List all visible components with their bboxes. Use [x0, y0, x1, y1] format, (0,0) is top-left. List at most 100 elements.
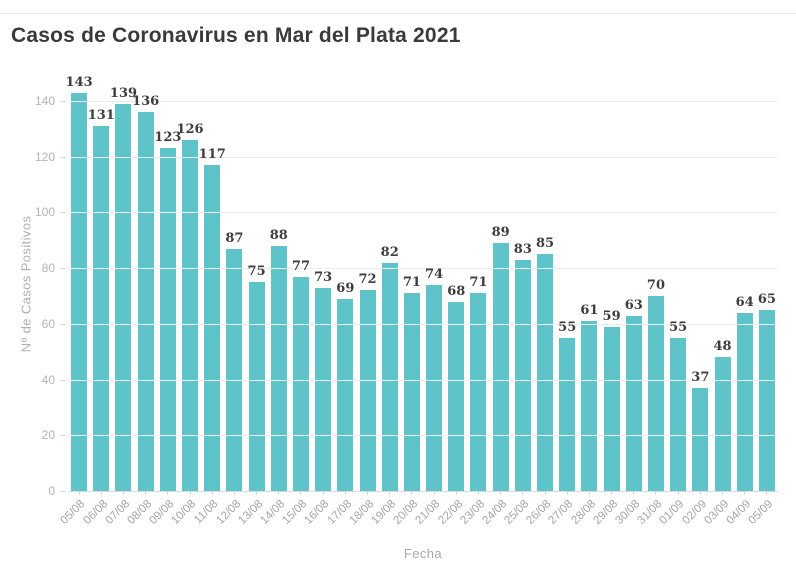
y-tick-label: 40: [41, 372, 55, 387]
bar-03/09: [714, 357, 731, 491]
bar-17/08: [337, 298, 354, 491]
gridline-140: [68, 101, 778, 102]
bar-slot: 139: [110, 75, 137, 491]
y-tick-mark: [60, 268, 66, 270]
bar-18/08: [359, 290, 376, 491]
x-tick-cell: [290, 491, 312, 495]
gridline-60: [68, 323, 778, 325]
x-tick-cell: [68, 491, 90, 495]
x-tick-cell: [223, 491, 245, 495]
bar-value-label: 88: [269, 227, 288, 243]
x-tick-mark: [367, 491, 369, 495]
bar-slot: 72: [356, 75, 378, 491]
x-tick-mark: [433, 491, 435, 495]
y-tick-mark: [60, 379, 66, 381]
x-tick-mark: [677, 491, 679, 495]
bar-value-label: 70: [646, 278, 666, 293]
x-tick-mark: [189, 491, 191, 495]
bar-value-label: 63: [624, 297, 643, 313]
bar-value-label: 77: [291, 258, 311, 274]
bar-26/08: [537, 254, 554, 491]
bar-slot: 61: [578, 75, 600, 491]
bar-slot: 117: [198, 75, 226, 491]
x-tick-mark: [233, 491, 235, 495]
bar-slot: 126: [176, 75, 204, 491]
bar-slot: 37: [689, 75, 711, 491]
bar-value-label: 55: [558, 319, 577, 335]
x-tick-mark: [167, 491, 169, 495]
bar-slot: 123: [154, 75, 181, 491]
bar-slot: 68: [445, 75, 467, 491]
bar-21/08: [426, 284, 443, 491]
bar-value-label: 136: [132, 94, 160, 110]
x-tick-mark: [256, 491, 258, 495]
bar-value-label: 117: [198, 147, 226, 163]
bar-slot: 143: [66, 75, 93, 491]
bar-value-label: 83: [513, 241, 532, 257]
bar-16/08: [315, 287, 332, 491]
bar-27/08: [559, 337, 576, 491]
x-tick-cell: [246, 491, 268, 495]
x-tick-cell: [734, 491, 756, 495]
x-tick-mark: [211, 491, 213, 495]
x-tick-cell: [667, 491, 689, 495]
x-tick-mark: [100, 491, 102, 495]
bar-slot: 131: [87, 75, 115, 491]
bar-15/08: [292, 276, 309, 491]
bar-value-label: 82: [380, 244, 399, 260]
bar-01/09: [670, 337, 687, 491]
bar-02/09: [692, 387, 709, 491]
bar-13/08: [248, 282, 265, 491]
x-tick-cell: [756, 491, 778, 495]
bar-29/08: [603, 326, 620, 491]
bar-10/08: [182, 140, 199, 491]
bars-container: 143 131 139 136 123 126 117 87 75 88 77 73 69 72 82 71 7…: [66, 75, 778, 491]
x-label-cell: 05/09: [747, 498, 778, 540]
bar-value-label: 87: [225, 230, 244, 246]
bar-slot: 55: [667, 75, 689, 491]
x-tick-cell: [445, 491, 467, 495]
x-tick-mark: [611, 491, 613, 495]
x-tick-cell: [334, 491, 356, 495]
x-tick-cell: [578, 491, 600, 495]
x-tick-cell: [401, 491, 423, 495]
bar-slot: 82: [379, 75, 401, 491]
y-tick-mark: [60, 101, 66, 102]
x-tick-mark: [455, 491, 457, 495]
x-tick-cell: [711, 491, 733, 495]
gridline-20: [68, 435, 778, 437]
x-tick-mark: [322, 491, 324, 495]
x-tick-cell: [312, 491, 334, 495]
x-tick-mark: [389, 491, 391, 495]
bar-value-label: 71: [469, 275, 488, 291]
x-tick-label: 05/08: [58, 498, 88, 527]
bar-slot: 77: [290, 75, 312, 491]
x-tick-mark: [544, 491, 546, 495]
bar-value-label: 85: [535, 236, 555, 252]
y-tick-label: 0: [48, 484, 55, 498]
x-tick-mark: [344, 491, 346, 495]
bar-28/08: [581, 321, 598, 491]
x-tick-mark: [300, 491, 302, 495]
bar-value-label: 72: [358, 272, 377, 288]
y-tick-label: 80: [41, 261, 55, 276]
x-tick-cell: [157, 491, 179, 495]
bar-06/08: [93, 126, 110, 491]
x-tick-cell: [534, 491, 556, 495]
bar-08/08: [137, 112, 154, 491]
bar-slot: 71: [467, 75, 489, 491]
bar-23/08: [470, 293, 487, 491]
bar-slot: 48: [711, 75, 733, 491]
x-tick-mark: [633, 491, 635, 495]
y-axis-title: Nº de Casos Positivos: [18, 215, 34, 353]
bar-slot: 59: [601, 75, 623, 491]
bar-slot: 65: [756, 75, 778, 491]
x-tick-mark: [699, 491, 701, 495]
bar-value-label: 55: [669, 319, 688, 335]
bar-value-label: 131: [87, 108, 115, 124]
y-tick-mark: [60, 435, 66, 437]
x-tick-cell: [379, 491, 401, 495]
x-tick-mark: [766, 491, 768, 495]
gridline-100: [68, 212, 778, 214]
bar-05/08: [71, 92, 88, 491]
